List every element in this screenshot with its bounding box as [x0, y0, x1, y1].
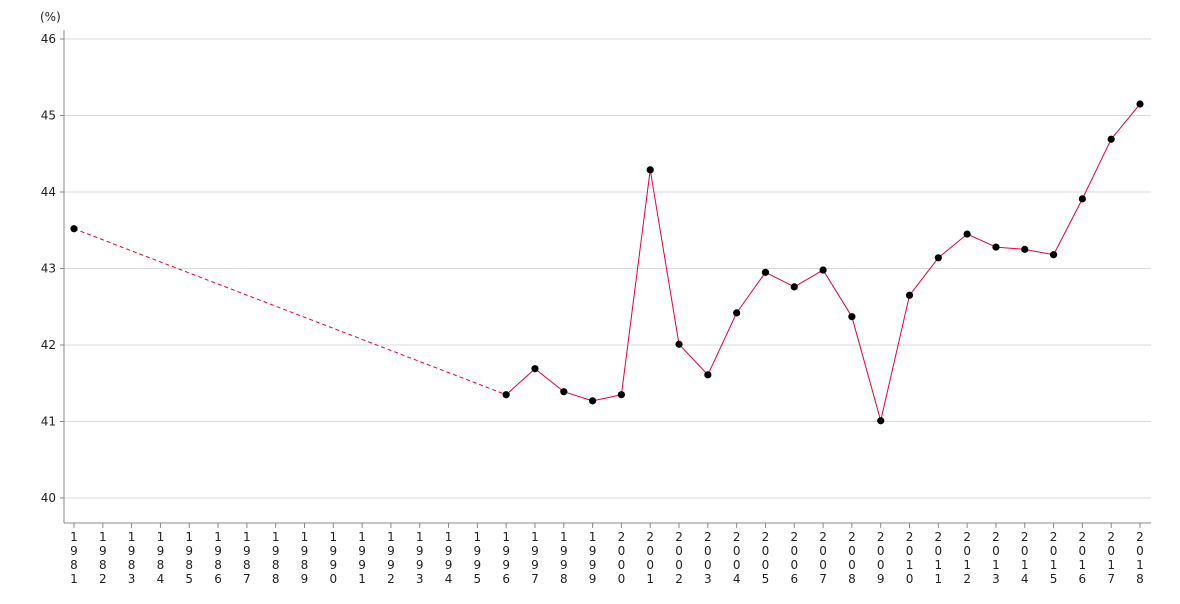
y-axis-unit-label: (%) — [40, 10, 61, 24]
series-segment — [794, 269, 824, 288]
series-segment — [649, 169, 680, 345]
series-segment — [966, 233, 997, 248]
series-segment — [1110, 103, 1141, 140]
data-point-2007 — [819, 266, 827, 274]
series-segment — [765, 271, 795, 288]
series-segment — [620, 169, 651, 395]
data-point-2016 — [1078, 195, 1086, 203]
data-point-2002 — [675, 340, 683, 348]
data-point-2014 — [1021, 245, 1029, 253]
data-point-2010 — [905, 291, 914, 299]
series-segment — [995, 246, 1025, 250]
series-segment — [678, 343, 709, 376]
series-segment — [534, 368, 565, 393]
data-point-1999 — [588, 397, 597, 405]
data-point-1997 — [531, 365, 539, 373]
series-segment — [1081, 138, 1112, 200]
series-segment — [880, 295, 911, 421]
data-point-2013 — [992, 243, 1000, 251]
y-tick-label: 41 — [41, 415, 56, 429]
y-tick-label: 44 — [41, 185, 56, 199]
data-point-2006 — [790, 283, 798, 291]
data-point-2004 — [733, 309, 741, 317]
series-segment — [822, 269, 853, 317]
series-segment — [909, 257, 939, 296]
data-point-2017 — [1107, 135, 1115, 143]
data-point-2018 — [1136, 100, 1144, 108]
y-tick-label: 43 — [41, 262, 56, 276]
data-point-1998 — [560, 388, 568, 396]
data-point-1996 — [502, 391, 510, 399]
data-point-2003 — [704, 371, 712, 379]
y-tick-label: 46 — [41, 32, 56, 46]
series-segment — [707, 312, 738, 376]
series-gap-segment — [73, 228, 507, 396]
series-segment — [563, 391, 593, 402]
y-tick-label: 40 — [41, 491, 56, 505]
series-segment — [938, 233, 968, 259]
data-point-2008 — [848, 313, 856, 321]
data-point-2000 — [617, 391, 626, 399]
series-segment — [736, 272, 766, 314]
data-point-2011 — [934, 254, 942, 262]
data-point-2005 — [761, 268, 770, 276]
data-point-1981 — [70, 225, 78, 233]
data-point-2001 — [646, 166, 654, 174]
series-segment — [1053, 198, 1083, 255]
series-segment — [1024, 248, 1054, 256]
data-point-2015 — [1049, 251, 1058, 259]
series-segment — [592, 394, 622, 402]
y-tick-label: 45 — [41, 109, 56, 123]
data-point-2009 — [877, 417, 885, 425]
data-point-2012 — [963, 230, 971, 238]
y-tick-label: 42 — [41, 338, 56, 352]
series-segment — [851, 316, 882, 421]
series-segment — [505, 368, 536, 396]
